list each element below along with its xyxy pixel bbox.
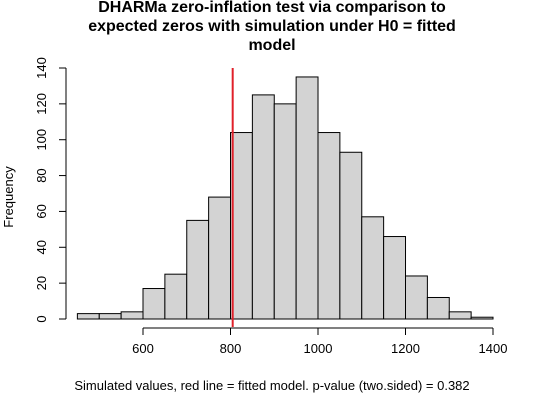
x-tick-label: 1200 (391, 341, 420, 356)
chart-title-line: expected zeros with simulation under H0 … (88, 18, 456, 35)
histogram-bar (164, 273, 188, 320)
chart-title: DHARMa zero-inflation test via compariso… (88, 0, 456, 54)
y-tick-label: 140 (34, 57, 49, 79)
y-axis-label: Frequency (1, 166, 16, 228)
histogram-bar (208, 196, 232, 320)
histogram-bar (98, 313, 122, 320)
y-tick-label: 100 (34, 129, 49, 151)
histogram-bar (383, 236, 407, 320)
x-tick-label: 1000 (304, 341, 333, 356)
histogram-bar (426, 296, 450, 320)
y-tick-label: 60 (34, 204, 49, 218)
histogram-bar (186, 219, 210, 320)
y-tick-label: 80 (34, 168, 49, 182)
x-tick-label: 1400 (479, 341, 508, 356)
y-tick-label: 20 (34, 276, 49, 290)
histogram-bar (295, 76, 319, 320)
chart-title-line: DHARMa zero-inflation test via compariso… (98, 0, 446, 16)
histogram-bar (470, 316, 494, 320)
x-tick-label: 600 (132, 341, 154, 356)
histogram-bar (273, 103, 297, 320)
x-axis: 600 800 1000 1200 1400 (132, 327, 508, 356)
histogram-bar (120, 311, 144, 320)
y-axis: 0 20 40 60 80 100 120 140 (34, 57, 67, 323)
histogram-bar (339, 151, 363, 320)
histogram-bar (251, 94, 275, 320)
histogram-bar (142, 288, 166, 320)
x-tick-label: 800 (220, 341, 242, 356)
y-tick-label: 0 (34, 315, 49, 322)
histogram-bar (361, 216, 385, 320)
y-tick-label: 120 (34, 93, 49, 115)
histogram-bar (230, 132, 253, 320)
histogram-bars (76, 76, 494, 320)
x-axis-label: Simulated values, red line = fitted mode… (74, 378, 469, 393)
histogram-bar (405, 275, 428, 320)
y-tick-label: 40 (34, 240, 49, 254)
histogram-bar (76, 313, 100, 320)
histogram-bar (317, 132, 341, 320)
chart-title-line: model (248, 37, 295, 54)
histogram-bar (448, 311, 472, 320)
